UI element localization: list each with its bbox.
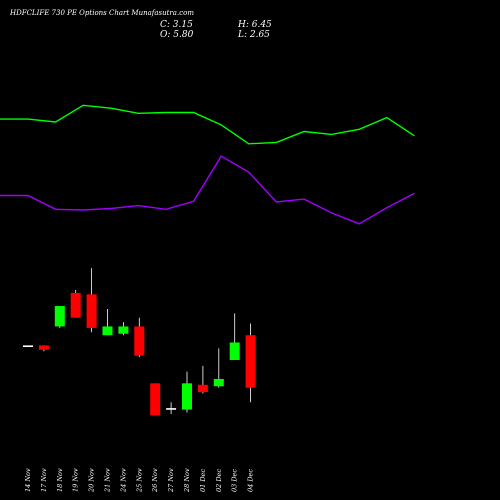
candle-body [118, 326, 129, 334]
x-tick-label: 19 Nov [72, 468, 80, 492]
candle-body [38, 345, 49, 350]
candle-6 [118, 322, 129, 336]
candle-11 [197, 365, 208, 394]
x-tick-label: 21 Nov [104, 468, 112, 493]
candle-body [229, 342, 240, 360]
candle-body [54, 306, 65, 327]
candle-body [166, 408, 177, 410]
candle-5 [102, 308, 113, 336]
candle-7 [134, 317, 145, 358]
candle-8 [150, 383, 161, 416]
x-tick-label: 25 Nov [135, 468, 143, 493]
x-tick-label: 03 Dec [231, 469, 239, 492]
x-tick-label: 28 Nov [183, 468, 191, 493]
x-tick-label: 24 Nov [119, 468, 127, 493]
candle-body [197, 384, 208, 393]
candle-13 [229, 313, 240, 360]
candle-body [86, 294, 97, 328]
indicator-line-2 [0, 155, 415, 225]
candle-12 [213, 348, 224, 388]
x-tick-label: 18 Nov [56, 468, 64, 492]
chart-title: HDFCLIFE 730 PE Options Chart Munafasutr… [9, 9, 194, 17]
candle-4 [86, 268, 97, 333]
indicator-line-1 [0, 104, 415, 145]
low-value: L: 2.65 [237, 30, 270, 40]
candle-body [150, 383, 161, 416]
candle-body [70, 292, 81, 318]
candle-body [23, 345, 33, 348]
candle-10 [182, 371, 192, 413]
high-value: H: 6.45 [237, 20, 272, 30]
indicator-lines [0, 104, 415, 225]
candle-body [182, 383, 192, 410]
x-tick-label: 04 Dec [247, 469, 255, 492]
x-tick-label: 14 Nov [24, 468, 32, 492]
x-tick-label: 01 Dec [199, 469, 207, 492]
candle-14 [245, 323, 256, 403]
candle-1 [38, 345, 49, 352]
x-tick-label: 27 Nov [167, 468, 175, 493]
candle-body [134, 326, 145, 356]
x-tick-label: 20 Nov [88, 468, 96, 493]
candlesticks [23, 268, 256, 416]
candle-3 [70, 290, 81, 318]
candle-body [102, 326, 113, 336]
candle-2 [54, 306, 65, 328]
x-tick-label: 26 Nov [151, 468, 159, 493]
x-tick-label: 02 Dec [215, 469, 223, 492]
close-value: C: 3.15 [160, 20, 193, 30]
candle-body [213, 378, 224, 387]
candle-body [245, 335, 256, 388]
x-tick-label: 17 Nov [40, 468, 48, 492]
candle-0 [23, 345, 33, 348]
x-axis-labels: 14 Nov 17 Nov 18 Nov 19 Nov 20 Nov 21 Nov 24 N… [24, 468, 255, 493]
open-value: O: 5.80 [160, 30, 194, 40]
candle-9 [166, 402, 177, 414]
